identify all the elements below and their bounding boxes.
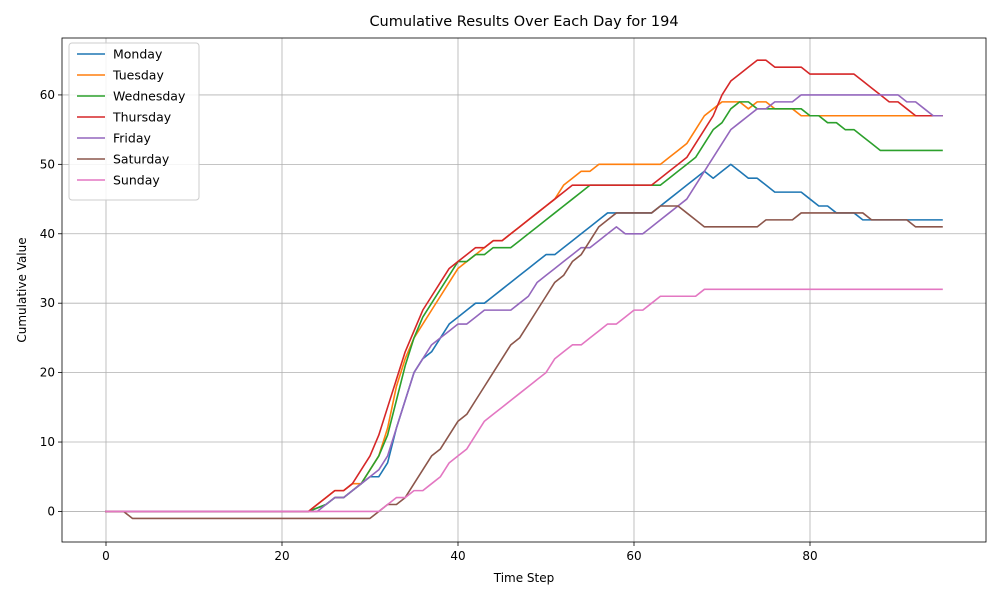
legend-label-tuesday: Tuesday [112, 68, 164, 83]
y-tick-label: 50 [40, 157, 55, 171]
y-tick-label: 0 [47, 504, 55, 518]
y-tick-label: 40 [40, 227, 55, 241]
grid-lines [62, 38, 986, 542]
legend-label-saturday: Saturday [113, 152, 170, 167]
y-tick-label: 10 [40, 435, 55, 449]
x-tick-label: 0 [102, 549, 110, 563]
series-line-thursday [105, 59, 943, 513]
legend-label-sunday: Sunday [113, 173, 160, 188]
series-line-saturday [105, 205, 943, 520]
legend-label-thursday: Thursday [112, 110, 172, 125]
series-line-wednesday [105, 101, 943, 513]
legend: Monday Tuesday Wednesday Thursday Friday Satu… [68, 42, 200, 201]
series-line-sunday [105, 288, 943, 513]
plot-area-frame [61, 37, 987, 543]
series-lines [105, 59, 943, 520]
y-tick-label: 20 [40, 366, 55, 380]
chart-title: Cumulative Results Over Each Day for 194 [369, 14, 678, 30]
y-tick-label: 60 [40, 88, 55, 102]
y-axis-ticks: 0 10 20 30 40 50 60 [40, 88, 62, 518]
x-axis-ticks: 0 20 40 60 80 [102, 542, 818, 563]
x-tick-label: 40 [450, 549, 465, 563]
y-tick-label: 30 [40, 296, 55, 310]
legend-label-friday: Friday [113, 131, 151, 146]
y-axis-label: Cumulative Value [15, 237, 29, 342]
x-tick-label: 20 [274, 549, 289, 563]
x-tick-label: 80 [802, 549, 817, 563]
legend-label-monday: Monday [113, 47, 163, 62]
x-axis-label: Time Step [493, 571, 555, 585]
legend-label-wednesday: Wednesday [113, 89, 186, 104]
series-line-friday [105, 94, 943, 513]
legend-box [68, 42, 200, 201]
x-tick-label: 60 [626, 549, 641, 563]
